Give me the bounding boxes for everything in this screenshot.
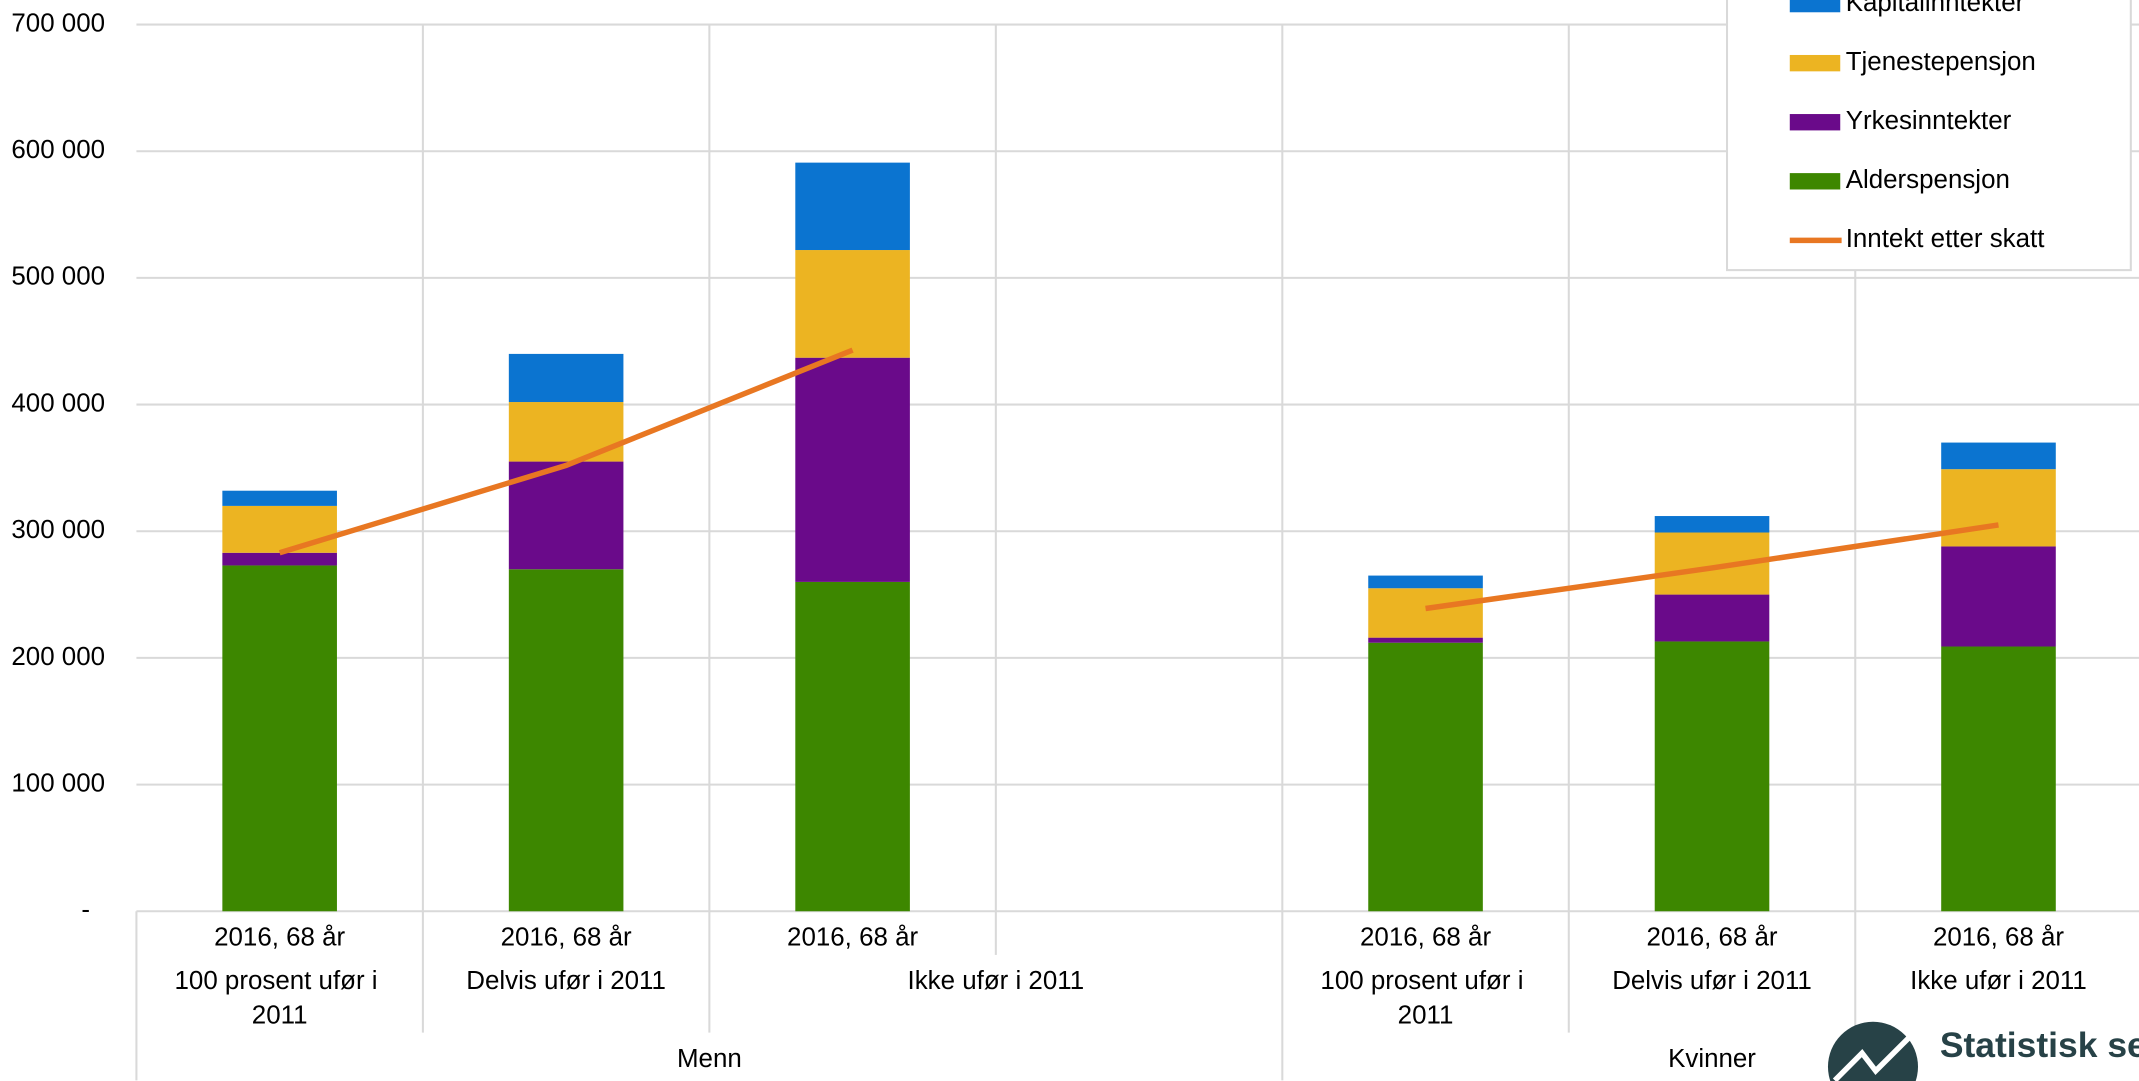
bar-segment bbox=[1654, 594, 1770, 642]
x-tick-label: 2016, 68 år bbox=[1933, 923, 2064, 951]
bar-segment bbox=[1368, 588, 1483, 638]
x-tick-label: 2016, 68 år bbox=[214, 923, 345, 951]
legend-label: Inntekt etter skatt bbox=[1846, 225, 2046, 253]
bar-segment bbox=[508, 353, 624, 403]
legend-box bbox=[1726, 0, 2132, 272]
y-tick-label: 600 000 bbox=[11, 136, 105, 164]
legend-swatch bbox=[1789, 114, 1841, 131]
bar-segment bbox=[795, 357, 910, 582]
x-tick-label: 2016, 68 år bbox=[501, 923, 632, 951]
subgroup-label: Delvis ufør i 2011 bbox=[466, 967, 666, 995]
legend-swatch bbox=[1789, 173, 1841, 190]
legend-label: Yrkesinntekter bbox=[1846, 107, 2012, 135]
y-tick-label: 400 000 bbox=[11, 389, 105, 417]
group-label: Kvinner bbox=[1668, 1045, 1756, 1073]
bar-segment bbox=[1941, 469, 2056, 547]
subgroup-label: Ikke ufør i 2011 bbox=[908, 967, 1085, 995]
bar-segment bbox=[508, 402, 624, 462]
bar-segment bbox=[1368, 637, 1483, 643]
bar-segment bbox=[1941, 646, 2056, 912]
bar-segment bbox=[1654, 641, 1770, 912]
group-label: Menn bbox=[677, 1045, 742, 1073]
x-tick-label: 2016, 68 år bbox=[787, 923, 918, 951]
subgroup-label: 100 prosent ufør i 2011 bbox=[1320, 967, 1530, 1029]
y-tick-label: 100 000 bbox=[11, 769, 105, 797]
y-tick-label: 300 000 bbox=[11, 516, 105, 544]
subgroup-label: Delvis ufør i 2011 bbox=[1612, 967, 1812, 995]
logo-mark-line bbox=[1832, 1034, 1912, 1081]
subgroup-label: Ikke ufør i 2011 bbox=[1910, 967, 2087, 995]
bar-segment bbox=[1368, 575, 1483, 589]
bar-segment bbox=[1368, 642, 1483, 912]
y-tick-label: 700 000 bbox=[11, 9, 105, 37]
legend-label: Kapitalinntekter bbox=[1846, 0, 2025, 17]
legend: Kapitalinntekter Tjenestepensjon Yrkesinnt… bbox=[1726, 0, 2132, 272]
x-tick-label: 2016, 68 år bbox=[1360, 923, 1491, 951]
bar-segment bbox=[508, 569, 624, 912]
bar-segment bbox=[1941, 442, 2056, 470]
legend-label: Alderspensjon bbox=[1846, 166, 2010, 194]
legend-label: Tjenestepensjon bbox=[1846, 48, 2036, 76]
logo-text: Statistisk sentralbyrå bbox=[1940, 1025, 2139, 1065]
bar-segment bbox=[795, 162, 910, 251]
line-series bbox=[278, 347, 1999, 612]
x-tick-label: 2016, 68 år bbox=[1646, 923, 1777, 951]
bar-segment bbox=[1941, 546, 2056, 647]
bar-segment bbox=[1654, 516, 1770, 533]
bar-segment bbox=[795, 250, 910, 358]
bar-segment bbox=[222, 505, 337, 553]
legend-swatch bbox=[1789, 54, 1841, 72]
y-tick-label: 200 000 bbox=[11, 643, 105, 671]
bar-segment bbox=[222, 552, 337, 566]
y-tick-label: 500 000 bbox=[11, 263, 105, 291]
bar-segment bbox=[222, 565, 337, 912]
y-tick-label: - bbox=[81, 896, 90, 924]
bar-segment bbox=[795, 581, 910, 912]
subgroup-label: 100 prosent ufør i 2011 bbox=[175, 967, 385, 1029]
legend-swatch bbox=[1789, 0, 1841, 13]
bar-segment bbox=[222, 490, 337, 506]
